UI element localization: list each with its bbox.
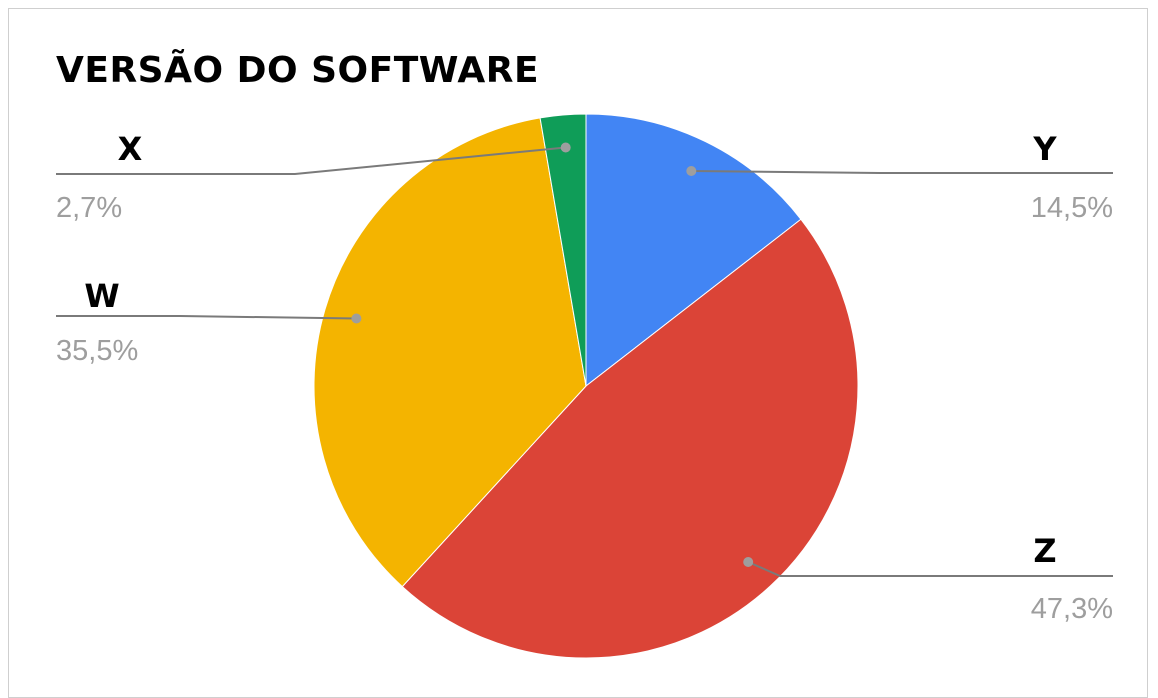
pie-slice-x [539, 113, 587, 387]
slice-percent-w: 35,5% [56, 335, 138, 367]
pie-slice-y [585, 113, 802, 388]
leader-line-z [747, 561, 1113, 577]
leader-dot-z [743, 557, 754, 567]
pie-slice-z [401, 218, 859, 659]
pie-chart: Y 14,5% Z 47,3% W 35,5% X 2,7% [56, 113, 1113, 659]
slice-percent-x: 2,7% [56, 192, 122, 224]
leader-dot-w [351, 313, 362, 324]
slice-label-y: Y [1032, 130, 1057, 168]
leader-dot-y [686, 166, 697, 176]
leader-line-y [691, 170, 1113, 174]
leader-line-x [56, 146, 566, 175]
slice-percent-y: 14,5% [1031, 192, 1113, 224]
pie-slice-w [313, 117, 587, 588]
leader-dot-x [560, 142, 571, 153]
slice-label-z: Z [1033, 532, 1056, 570]
chart-title: VERSÃO DO SOFTWARE [56, 50, 540, 91]
slice-label-w: W [84, 277, 119, 315]
slice-label-x: X [118, 130, 143, 168]
leader-line-w [56, 315, 357, 320]
slice-percent-z: 47,3% [1031, 593, 1113, 625]
